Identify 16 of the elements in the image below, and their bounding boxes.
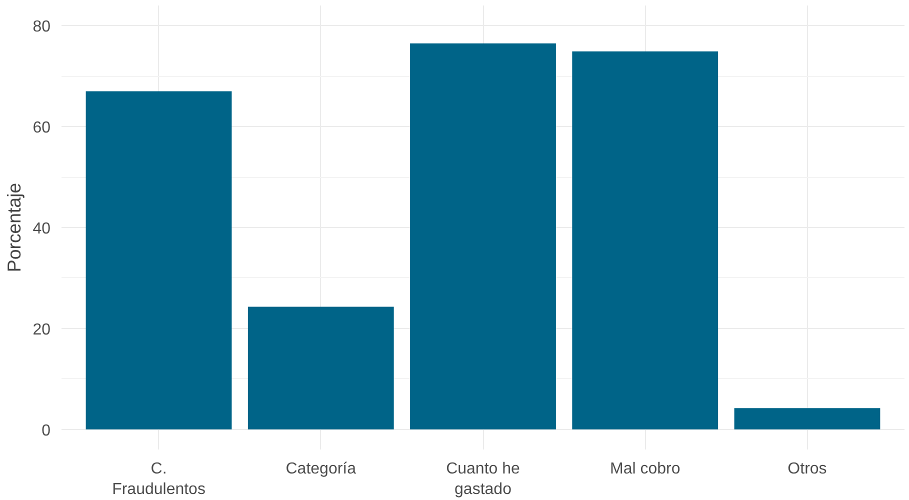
bar xyxy=(86,91,232,430)
bar xyxy=(248,306,394,430)
y-tick-label: 0 xyxy=(42,422,51,440)
y-tick-label: 40 xyxy=(32,220,51,238)
x-tick-label: C. Fraudulentos xyxy=(112,460,206,498)
bar xyxy=(410,43,556,430)
y-tick-label: 60 xyxy=(32,120,51,137)
y-tick-label: 80 xyxy=(32,18,51,36)
x-tick-label: Categoría xyxy=(286,460,356,478)
x-tick-label: Cuanto he gastado xyxy=(446,460,520,498)
x-tick-label: Otros xyxy=(788,460,827,478)
y-tick-label: 20 xyxy=(32,321,51,338)
bar xyxy=(734,408,880,430)
x-tick-label: Mal cobro xyxy=(610,460,680,478)
bar xyxy=(572,51,718,430)
y-axis-title: Porcentaje xyxy=(4,182,25,272)
